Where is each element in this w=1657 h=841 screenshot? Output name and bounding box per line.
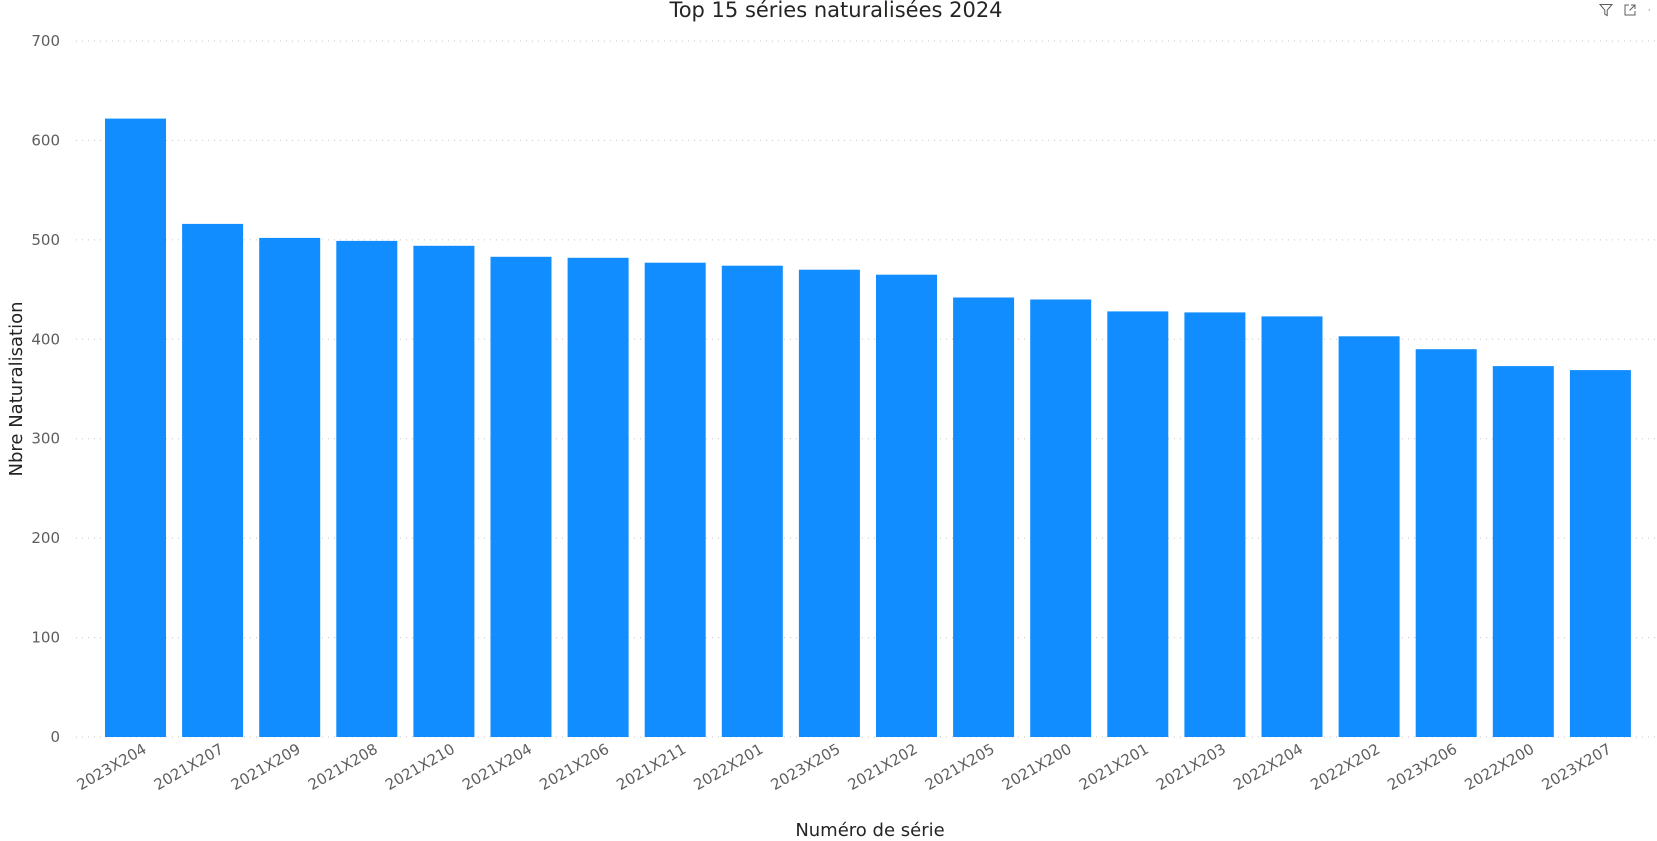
y-axis-ticks: 0 100 200 300 400 500 600 700 xyxy=(31,32,60,746)
x-tick-label: 2021X210 xyxy=(382,740,458,794)
x-tick-label: 2021X206 xyxy=(536,740,612,794)
y-tick-label: 400 xyxy=(31,330,60,348)
bar[interactable] xyxy=(798,269,860,737)
bar[interactable] xyxy=(1107,311,1169,737)
bar[interactable] xyxy=(1338,336,1400,737)
y-tick-label: 100 xyxy=(31,629,60,647)
bar[interactable] xyxy=(721,265,783,737)
bar[interactable] xyxy=(105,118,166,738)
bar[interactable] xyxy=(644,262,706,737)
bar[interactable] xyxy=(567,257,629,737)
bar[interactable] xyxy=(259,237,321,737)
bar[interactable] xyxy=(1569,370,1631,737)
bar[interactable] xyxy=(1261,316,1323,737)
x-tick-label: 2022X202 xyxy=(1307,740,1383,794)
x-tick-label: 2021X207 xyxy=(151,740,227,794)
x-tick-label: 2021X203 xyxy=(1153,740,1229,794)
bar[interactable] xyxy=(182,223,244,737)
x-axis-ticks: 2023X204 2021X207 2021X209 2021X208 2021X210… xyxy=(74,740,1615,794)
x-tick-label: 2022X200 xyxy=(1462,740,1538,794)
bar[interactable] xyxy=(1492,366,1554,737)
x-tick-label: 2021X202 xyxy=(845,740,921,794)
x-tick-label: 2021X201 xyxy=(1076,740,1152,794)
chart-title: Top 15 séries naturalisées 2024 xyxy=(668,0,1002,22)
y-tick-label: 700 xyxy=(31,32,60,50)
bar[interactable] xyxy=(1030,299,1092,738)
x-tick-label: 2021X209 xyxy=(228,740,304,794)
x-tick-label: 2023X207 xyxy=(1539,740,1615,794)
focus-mode-icon[interactable] xyxy=(1623,3,1637,17)
bar[interactable] xyxy=(1415,349,1477,737)
x-tick-label: 2023X206 xyxy=(1384,740,1460,794)
x-tick-label: 2021X208 xyxy=(305,740,381,794)
bar[interactable] xyxy=(876,274,937,737)
x-tick-label: 2022X201 xyxy=(691,740,767,794)
y-tick-label: 200 xyxy=(31,529,60,547)
y-tick-label: 0 xyxy=(50,728,60,746)
x-tick-label: 2022X204 xyxy=(1230,740,1306,794)
y-tick-label: 300 xyxy=(31,430,60,448)
bar[interactable] xyxy=(953,297,1015,738)
visual-header xyxy=(1599,0,1657,20)
x-tick-label: 2023X205 xyxy=(768,740,844,794)
bars xyxy=(105,118,1631,738)
x-tick-label: 2021X204 xyxy=(459,740,535,794)
x-tick-label: 2021X211 xyxy=(613,740,689,794)
y-tick-label: 600 xyxy=(31,131,60,149)
y-tick-label: 500 xyxy=(31,231,60,249)
more-options-icon[interactable] xyxy=(1647,3,1655,17)
bar[interactable] xyxy=(336,240,398,737)
filter-icon[interactable] xyxy=(1599,3,1613,17)
bar[interactable] xyxy=(1184,312,1246,737)
y-axis-title: Nbre Naturalisation xyxy=(6,302,27,477)
bar[interactable] xyxy=(490,256,552,737)
x-tick-label: 2021X205 xyxy=(922,740,998,794)
x-tick-label: 2023X204 xyxy=(74,740,150,794)
x-axis-title: Numéro de série xyxy=(795,820,944,841)
x-tick-label: 2021X200 xyxy=(999,740,1075,794)
bar[interactable] xyxy=(413,245,475,738)
